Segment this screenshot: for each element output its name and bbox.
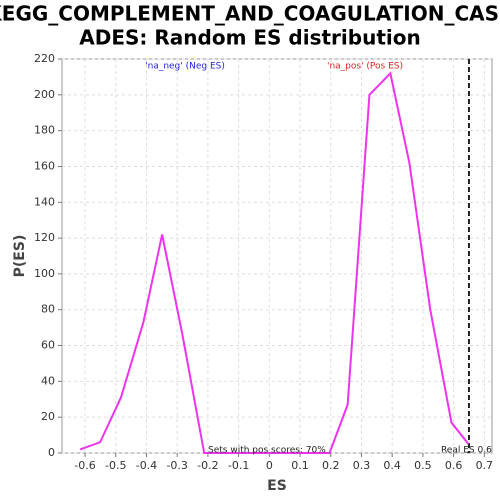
x-tick-label: 0.1 (291, 459, 309, 472)
y-tick-label: 160 (34, 159, 55, 172)
y-tick-label: 0 (48, 446, 55, 459)
x-tick-label: -0.3 (166, 459, 187, 472)
annotation: 'na_pos' (Pos ES) (327, 62, 403, 72)
x-tick-label: 0.3 (353, 459, 371, 472)
x-tick-label: 0.5 (414, 459, 432, 472)
y-tick-label: 80 (41, 303, 55, 316)
y-axis-label: P(ES) (12, 235, 28, 278)
x-tick-label: 0 (266, 459, 273, 472)
x-tick-label: -0.6 (74, 459, 95, 472)
y-tick-label: 40 (41, 374, 55, 387)
y-tick-label: 120 (34, 231, 55, 244)
x-tick-label: 0.7 (476, 459, 494, 472)
x-tick-label: -0.4 (136, 459, 157, 472)
line-series (79, 71, 470, 454)
y-tick-label: 200 (34, 88, 55, 101)
x-tick-label: 0.6 (445, 459, 463, 472)
x-tick-label: -0.1 (228, 459, 249, 472)
y-tick-label: 100 (34, 267, 55, 280)
plot-area (61, 58, 493, 454)
chart-title: KEGG_COMPLEMENT_AND_COAGULATION_CASC (0, 2, 500, 26)
y-tick-label: 20 (41, 410, 55, 423)
real-es-label: Real ES 0.6 (441, 446, 492, 456)
annotation: Sets with pos scores: 70% (208, 446, 326, 456)
x-axis-label: ES (267, 478, 287, 494)
y-tick-label: 140 (34, 195, 55, 208)
annotation: 'na_neg' (Neg ES) (145, 62, 225, 72)
x-tick-label: 0.2 (322, 459, 340, 472)
x-tick-label: 0.4 (383, 459, 401, 472)
x-tick-label: -0.2 (197, 459, 218, 472)
y-tick-label: 180 (34, 124, 55, 137)
x-tick-label: -0.5 (105, 459, 126, 472)
y-tick-label: 60 (41, 339, 55, 352)
y-tick-label: 220 (34, 52, 55, 65)
chart-title: ADES: Random ES distribution (79, 26, 420, 50)
